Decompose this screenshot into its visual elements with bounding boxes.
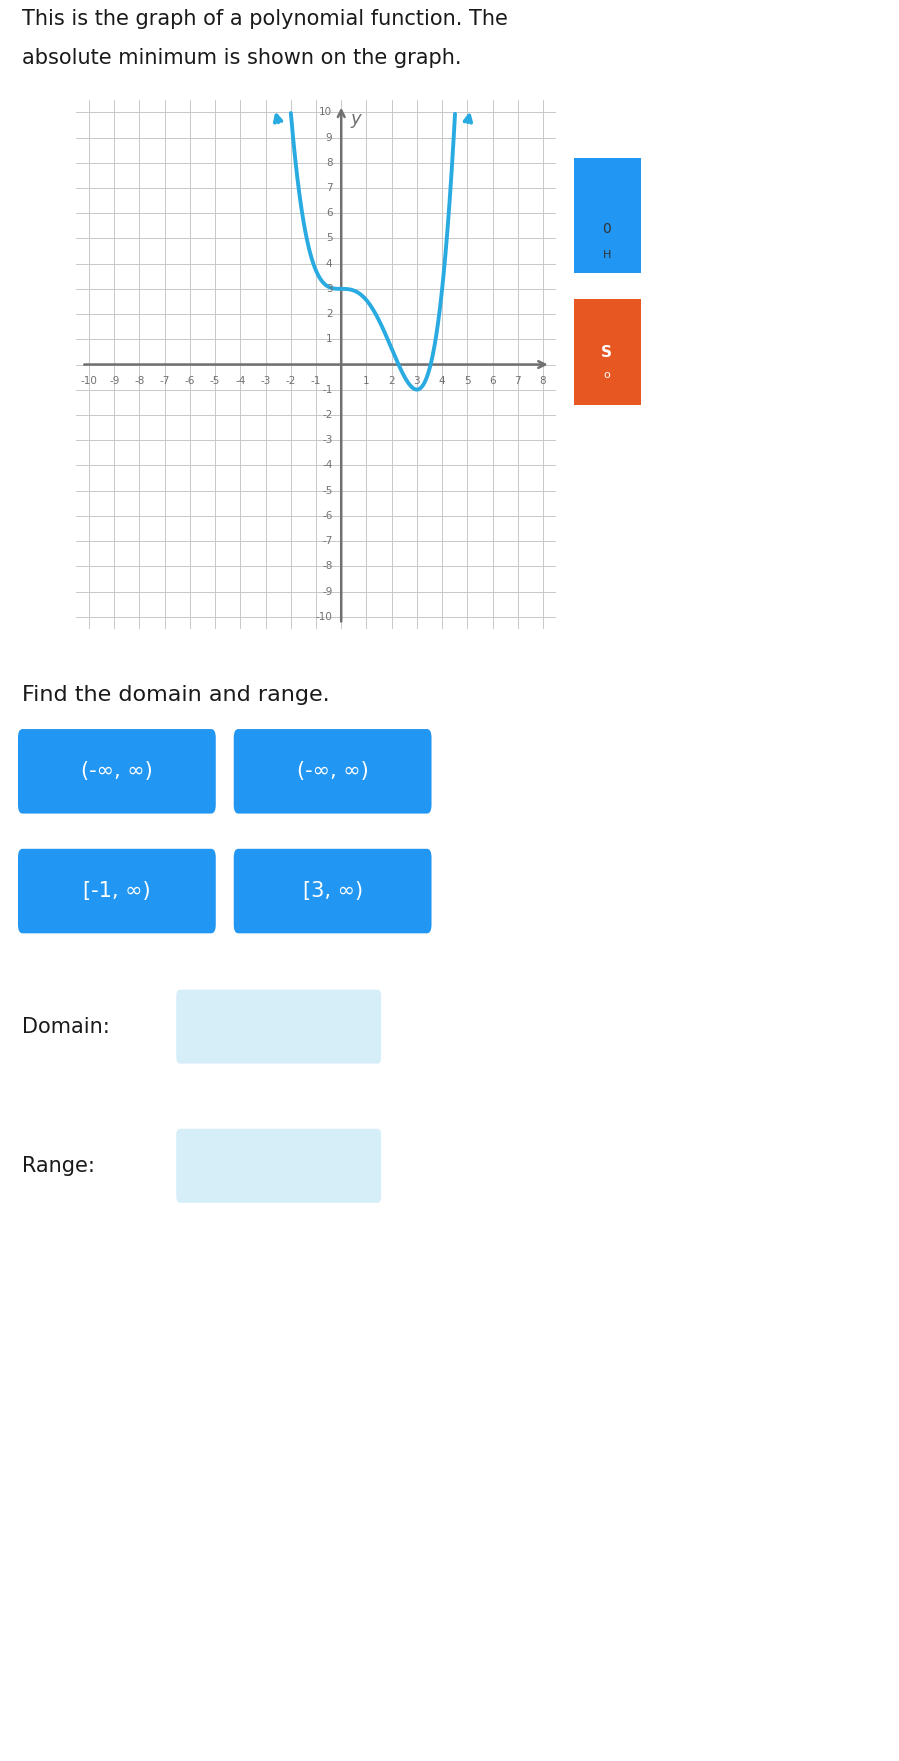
Text: -9: -9 <box>322 586 333 597</box>
Text: -10: -10 <box>316 611 333 622</box>
Text: 1: 1 <box>325 335 333 345</box>
Text: -7: -7 <box>322 535 333 546</box>
Text: -1: -1 <box>311 375 321 386</box>
Text: 5: 5 <box>325 234 333 243</box>
Text: 2: 2 <box>325 310 333 319</box>
Text: y: y <box>350 109 360 129</box>
Text: 8: 8 <box>539 375 547 386</box>
Text: [3, ∞): [3, ∞) <box>303 880 362 902</box>
Text: 5: 5 <box>464 375 471 386</box>
Text: -5: -5 <box>210 375 220 386</box>
Text: -2: -2 <box>286 375 296 386</box>
Text: 4: 4 <box>325 259 333 269</box>
Text: 3: 3 <box>414 375 420 386</box>
Text: -2: -2 <box>322 410 333 419</box>
Text: 2: 2 <box>388 375 395 386</box>
Text: -4: -4 <box>236 375 245 386</box>
Text: o: o <box>603 370 610 380</box>
Text: 10: 10 <box>319 107 333 118</box>
Text: H: H <box>602 250 611 261</box>
Text: Range:: Range: <box>22 1155 95 1176</box>
Text: 0: 0 <box>602 222 611 236</box>
Text: -6: -6 <box>184 375 195 386</box>
Text: -9: -9 <box>109 375 120 386</box>
Text: S: S <box>601 345 612 359</box>
Text: -3: -3 <box>261 375 271 386</box>
Text: (-∞, ∞): (-∞, ∞) <box>297 761 369 782</box>
Text: -10: -10 <box>81 375 97 386</box>
Text: 7: 7 <box>514 375 521 386</box>
Text: 4: 4 <box>439 375 445 386</box>
Text: (-∞, ∞): (-∞, ∞) <box>81 761 153 782</box>
Text: 9: 9 <box>325 132 333 143</box>
Text: 6: 6 <box>489 375 496 386</box>
Text: 1: 1 <box>363 375 369 386</box>
Text: -7: -7 <box>159 375 170 386</box>
Text: -1: -1 <box>322 384 333 394</box>
Text: -5: -5 <box>322 486 333 495</box>
Text: 7: 7 <box>325 183 333 194</box>
Text: -3: -3 <box>322 435 333 446</box>
Text: 3: 3 <box>325 284 333 294</box>
Text: 8: 8 <box>325 158 333 167</box>
Text: This is the graph of a polynomial function. The: This is the graph of a polynomial functi… <box>22 9 508 28</box>
Text: Domain:: Domain: <box>22 1016 111 1037</box>
Text: Find the domain and range.: Find the domain and range. <box>22 685 330 704</box>
Text: -4: -4 <box>322 460 333 470</box>
Text: 6: 6 <box>325 208 333 218</box>
Text: [-1, ∞): [-1, ∞) <box>83 880 151 902</box>
Text: absolute minimum is shown on the graph.: absolute minimum is shown on the graph. <box>22 48 462 67</box>
Text: -6: -6 <box>322 511 333 521</box>
Text: -8: -8 <box>322 562 333 571</box>
Text: -8: -8 <box>134 375 145 386</box>
